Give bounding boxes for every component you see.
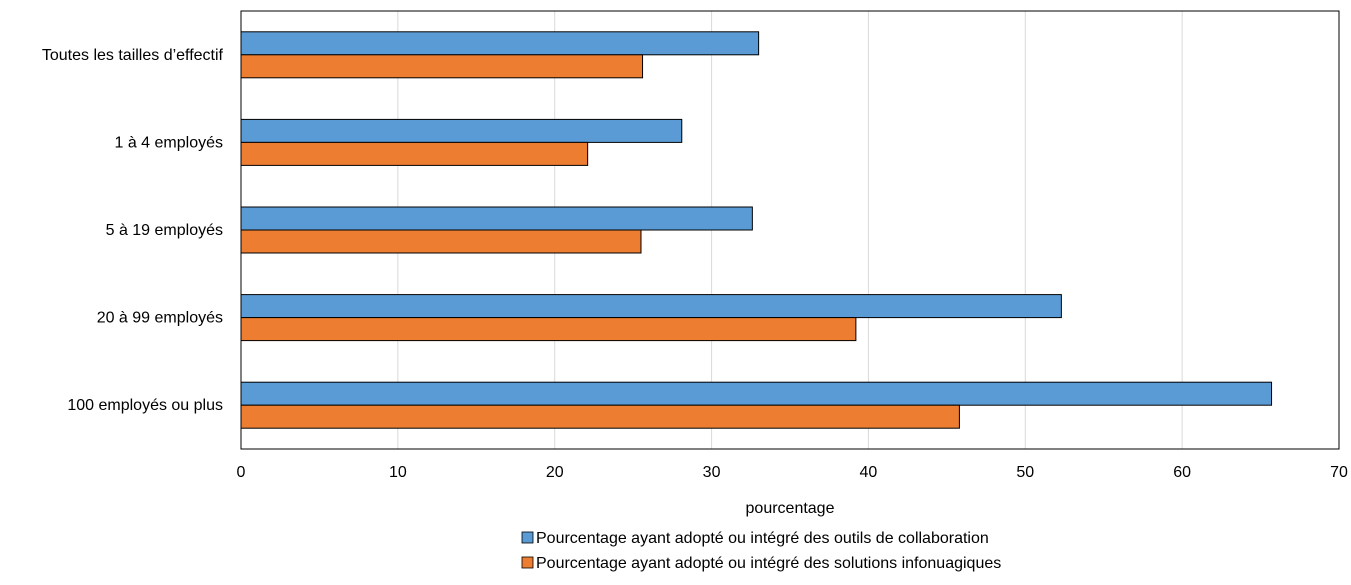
legend-swatch: [521, 556, 534, 569]
x-tick-label: 10: [389, 464, 407, 481]
x-tick-label: 30: [703, 464, 721, 481]
bar-series-1: [240, 381, 1273, 406]
x-axis-title: pourcentage: [746, 500, 835, 517]
category-label: 1 à 4 employés: [114, 134, 223, 151]
category-labels: Toutes les tailles d’effectif 1 à 4 emplo…: [42, 47, 224, 414]
bar-series-2: [240, 54, 644, 79]
bar-series-2: [240, 317, 857, 342]
bars: [240, 31, 1273, 429]
bar-series-2: [240, 229, 642, 254]
x-tick-label: 60: [1173, 464, 1191, 481]
x-tick-label: 40: [860, 464, 878, 481]
bar-series-1: [240, 31, 760, 56]
legend: Pourcentage ayant adopté ou intégré des …: [521, 530, 1001, 572]
bar-series-1: [240, 294, 1062, 319]
bar-series-2: [240, 141, 589, 166]
legend-label: Pourcentage ayant adopté ou intégré des …: [536, 555, 1001, 572]
x-tick-label: 20: [546, 464, 564, 481]
x-tick-label: 0: [237, 464, 246, 481]
x-tick-labels: 0 10 20 30 40 50 60 70: [237, 464, 1348, 481]
legend-label: Pourcentage ayant adopté ou intégré des …: [536, 530, 989, 547]
category-label: 20 à 99 employés: [97, 310, 223, 327]
bar-series-2: [240, 404, 960, 429]
bar-series-1: [240, 118, 683, 143]
bar-series-1: [240, 206, 753, 231]
x-tick-label: 70: [1330, 464, 1348, 481]
x-tick-label: 50: [1016, 464, 1034, 481]
category-label: 100 employés ou plus: [67, 397, 223, 414]
category-label: 5 à 19 employés: [106, 222, 223, 239]
category-label: Toutes les tailles d’effectif: [42, 47, 224, 64]
legend-swatch: [521, 531, 534, 544]
